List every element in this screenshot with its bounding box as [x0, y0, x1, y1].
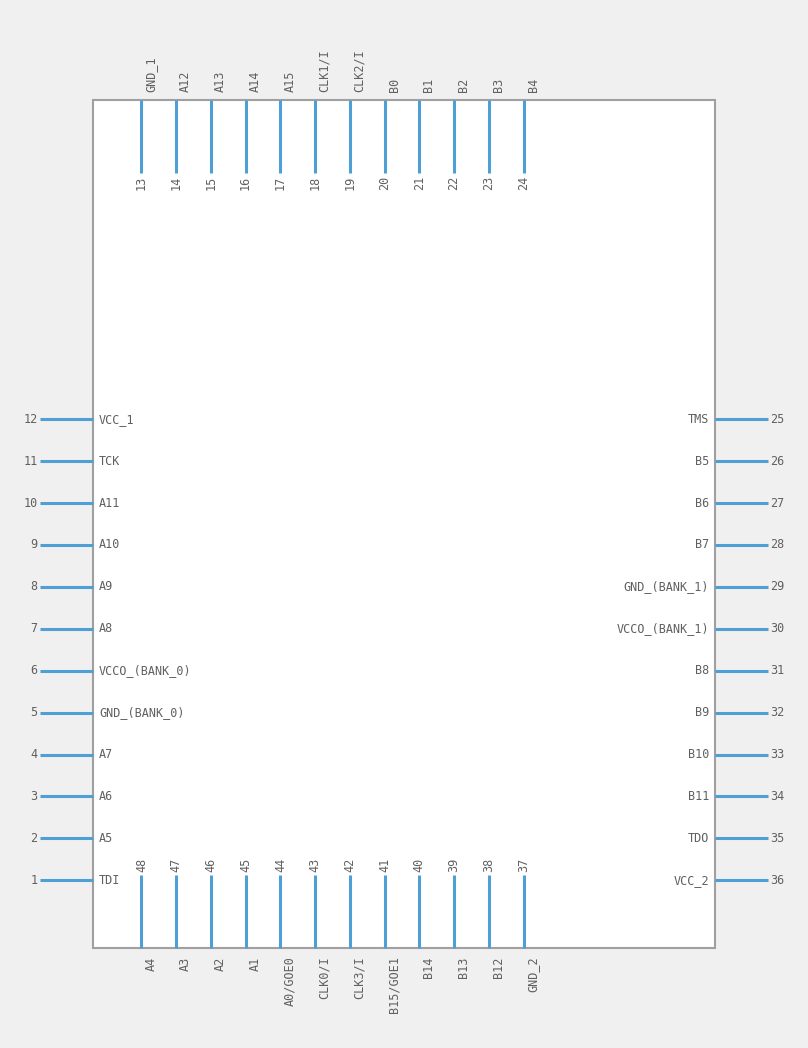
- Text: B13: B13: [457, 957, 470, 978]
- Text: A10: A10: [99, 539, 120, 551]
- Text: 6: 6: [30, 664, 37, 677]
- Text: 35: 35: [771, 832, 785, 845]
- Text: A6: A6: [99, 790, 113, 803]
- Text: 36: 36: [771, 874, 785, 887]
- Text: 1: 1: [30, 874, 37, 887]
- Text: VCCO_(BANK_0): VCCO_(BANK_0): [99, 664, 191, 677]
- Text: 11: 11: [23, 455, 37, 467]
- Text: 4: 4: [30, 748, 37, 761]
- Text: A3: A3: [179, 957, 192, 970]
- Text: 8: 8: [30, 581, 37, 593]
- Text: B14: B14: [423, 957, 436, 978]
- Text: 19: 19: [343, 176, 356, 190]
- Text: 33: 33: [771, 748, 785, 761]
- Text: 24: 24: [517, 176, 530, 190]
- Text: A15: A15: [284, 70, 297, 91]
- Text: A4: A4: [145, 957, 158, 970]
- Text: B10: B10: [688, 748, 709, 761]
- Text: 26: 26: [771, 455, 785, 467]
- Text: A5: A5: [99, 832, 113, 845]
- Text: 20: 20: [378, 176, 391, 190]
- Text: 27: 27: [771, 497, 785, 509]
- Text: 46: 46: [204, 858, 217, 872]
- Text: B15/GOE1: B15/GOE1: [388, 957, 401, 1013]
- Text: A8: A8: [99, 623, 113, 635]
- Text: A0/GOE0: A0/GOE0: [284, 957, 297, 1006]
- Text: 34: 34: [771, 790, 785, 803]
- Text: 9: 9: [30, 539, 37, 551]
- Text: 32: 32: [771, 706, 785, 719]
- Text: 43: 43: [309, 858, 322, 872]
- Text: B5: B5: [695, 455, 709, 467]
- Text: 16: 16: [239, 176, 252, 190]
- Text: 39: 39: [448, 858, 461, 872]
- Bar: [93, 100, 715, 948]
- Text: CLK0/I: CLK0/I: [318, 957, 331, 999]
- Text: A1: A1: [249, 957, 262, 970]
- Text: 2: 2: [30, 832, 37, 845]
- Text: B0: B0: [388, 78, 401, 91]
- Text: 37: 37: [517, 858, 530, 872]
- Text: 7: 7: [30, 623, 37, 635]
- Text: 30: 30: [771, 623, 785, 635]
- Text: A2: A2: [214, 957, 227, 970]
- Text: 40: 40: [413, 858, 426, 872]
- Text: 23: 23: [482, 176, 495, 190]
- Text: 10: 10: [23, 497, 37, 509]
- Text: A13: A13: [214, 70, 227, 91]
- Text: 41: 41: [378, 858, 391, 872]
- Text: 25: 25: [771, 413, 785, 425]
- Text: B4: B4: [527, 78, 540, 91]
- Text: A7: A7: [99, 748, 113, 761]
- Text: B1: B1: [423, 78, 436, 91]
- Text: 5: 5: [30, 706, 37, 719]
- Text: B12: B12: [492, 957, 505, 978]
- Text: CLK1/I: CLK1/I: [318, 49, 331, 91]
- Text: TDO: TDO: [688, 832, 709, 845]
- Text: 31: 31: [771, 664, 785, 677]
- Text: A14: A14: [249, 70, 262, 91]
- Text: A12: A12: [179, 70, 192, 91]
- Text: 18: 18: [309, 176, 322, 190]
- Text: 14: 14: [170, 176, 183, 190]
- Text: 45: 45: [239, 858, 252, 872]
- Text: 28: 28: [771, 539, 785, 551]
- Text: CLK2/I: CLK2/I: [353, 49, 366, 91]
- Text: 29: 29: [771, 581, 785, 593]
- Text: 47: 47: [170, 858, 183, 872]
- Text: B9: B9: [695, 706, 709, 719]
- Text: B3: B3: [492, 78, 505, 91]
- Text: VCC_1: VCC_1: [99, 413, 135, 425]
- Text: 38: 38: [482, 858, 495, 872]
- Text: 17: 17: [274, 176, 287, 190]
- Text: 12: 12: [23, 413, 37, 425]
- Text: A11: A11: [99, 497, 120, 509]
- Text: 3: 3: [30, 790, 37, 803]
- Text: B11: B11: [688, 790, 709, 803]
- Text: 22: 22: [448, 176, 461, 190]
- Text: 15: 15: [204, 176, 217, 190]
- Text: 21: 21: [413, 176, 426, 190]
- Text: GND_(BANK_1): GND_(BANK_1): [624, 581, 709, 593]
- Text: A9: A9: [99, 581, 113, 593]
- Text: GND_1: GND_1: [145, 56, 158, 91]
- Text: GND_2: GND_2: [527, 957, 540, 992]
- Text: B6: B6: [695, 497, 709, 509]
- Text: VCCO_(BANK_1): VCCO_(BANK_1): [617, 623, 709, 635]
- Text: 48: 48: [135, 858, 148, 872]
- Text: TDI: TDI: [99, 874, 120, 887]
- Text: VCC_2: VCC_2: [673, 874, 709, 887]
- Text: B8: B8: [695, 664, 709, 677]
- Text: B7: B7: [695, 539, 709, 551]
- Text: TMS: TMS: [688, 413, 709, 425]
- Text: TCK: TCK: [99, 455, 120, 467]
- Text: GND_(BANK_0): GND_(BANK_0): [99, 706, 184, 719]
- Text: CLK3/I: CLK3/I: [353, 957, 366, 999]
- Text: 44: 44: [274, 858, 287, 872]
- Text: B2: B2: [457, 78, 470, 91]
- Text: 13: 13: [135, 176, 148, 190]
- Text: 42: 42: [343, 858, 356, 872]
